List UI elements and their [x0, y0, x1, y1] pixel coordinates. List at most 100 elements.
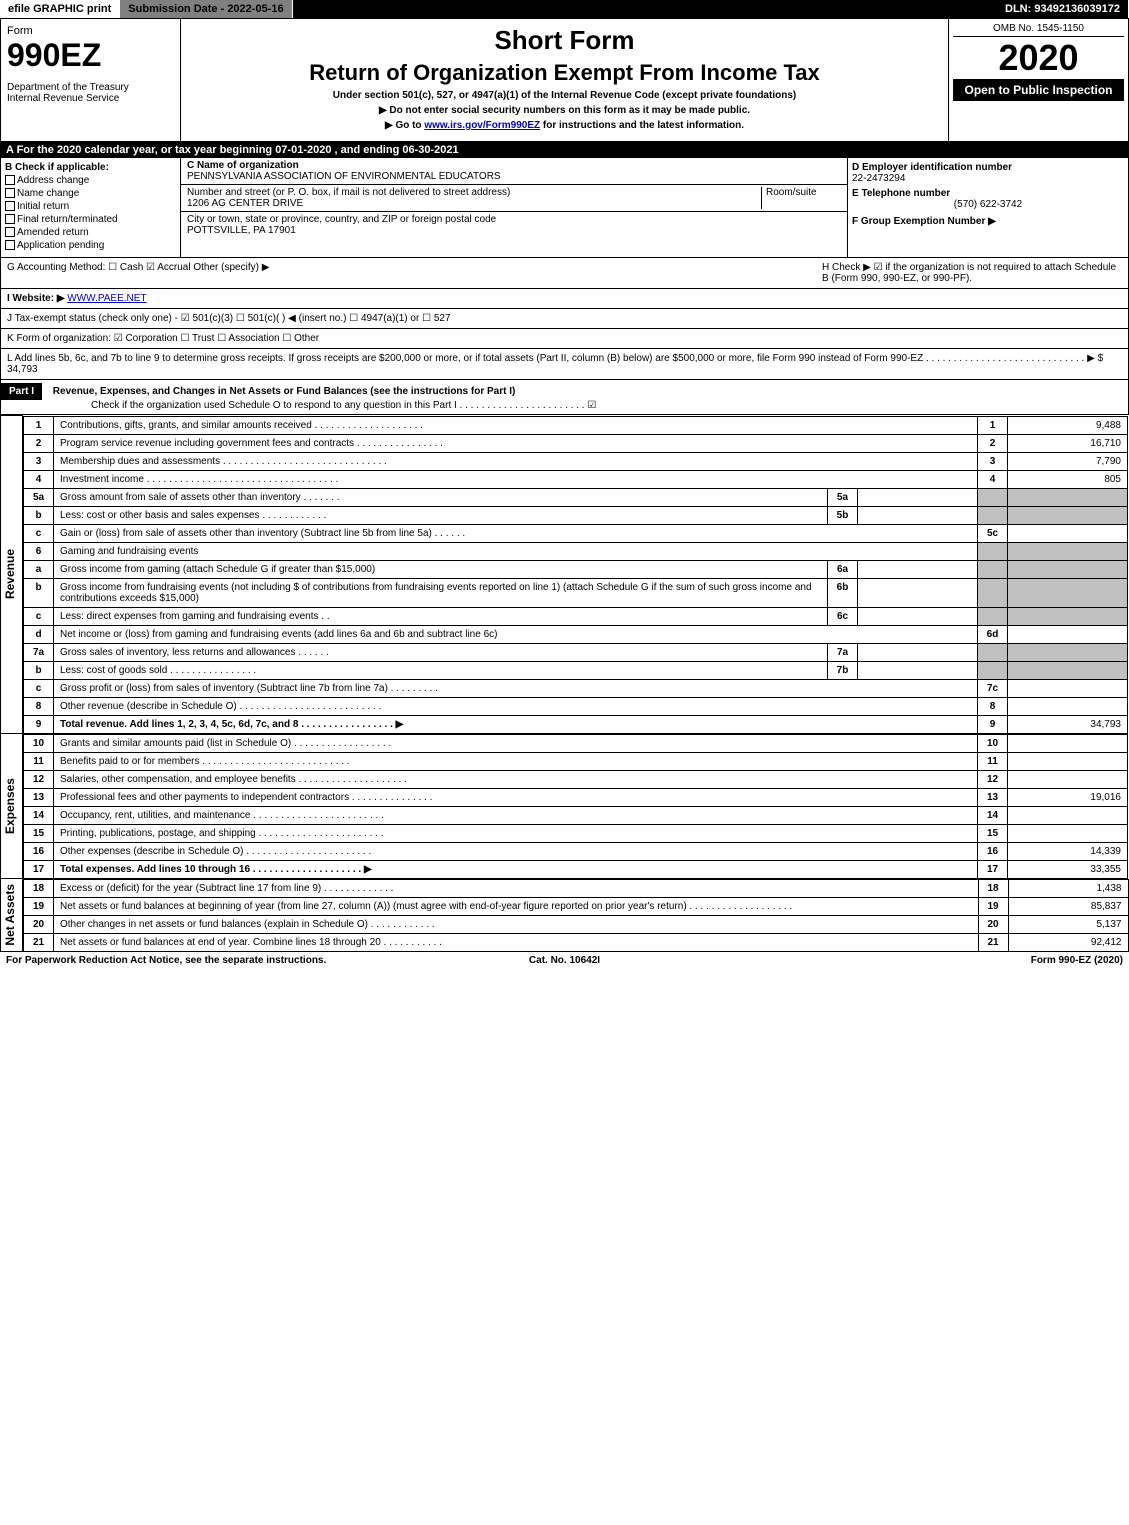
check-label-1: Name change — [17, 188, 79, 199]
header-right: OMB No. 1545-1150 2020 Open to Public In… — [948, 19, 1128, 141]
form-word: Form — [7, 25, 174, 37]
main-table: Revenue 1Contributions, gifts, grants, a… — [0, 415, 1129, 952]
section-k: K Form of organization: ☑ Corporation ☐ … — [0, 329, 1129, 349]
line-17: 17Total expenses. Add lines 10 through 1… — [24, 860, 1128, 878]
section-b-label: B Check if applicable: — [5, 162, 176, 173]
goto-line: ▶ Go to www.irs.gov/Form990EZ for instru… — [187, 120, 942, 131]
room-suite-label: Room/suite — [761, 187, 841, 209]
return-title: Return of Organization Exempt From Incom… — [187, 60, 942, 86]
check-label-3: Final return/terminated — [17, 214, 118, 225]
line-6a: aGross income from gaming (attach Schedu… — [24, 560, 1128, 578]
ein-value: 22-2473294 — [852, 173, 1124, 184]
expenses-side-label: Expenses — [1, 774, 19, 838]
check-application-pending[interactable]: Application pending — [5, 240, 176, 251]
netassets-lines: 18Excess or (deficit) for the year (Subt… — [23, 879, 1129, 952]
revenue-side-label: Revenue — [1, 545, 19, 603]
footer-center: Cat. No. 10642I — [378, 955, 750, 966]
check-address-change[interactable]: Address change — [5, 175, 176, 186]
irs-link[interactable]: www.irs.gov/Form990EZ — [424, 120, 540, 131]
line-15: 15Printing, publications, postage, and s… — [24, 824, 1128, 842]
line-5a: 5aGross amount from sale of assets other… — [24, 488, 1128, 506]
check-label-4: Amended return — [17, 227, 89, 238]
submission-date: Submission Date - 2022-05-16 — [120, 0, 292, 18]
city-value: POTTSVILLE, PA 17901 — [187, 225, 841, 236]
omb-number: OMB No. 1545-1150 — [953, 23, 1124, 37]
do-not-enter-line: ▶ Do not enter social security numbers o… — [187, 105, 942, 116]
dept-label: Department of the Treasury Internal Reve… — [7, 82, 174, 104]
line-19: 19Net assets or fund balances at beginni… — [24, 897, 1129, 915]
line-7c: cGross profit or (loss) from sales of in… — [24, 679, 1128, 697]
check-amended-return[interactable]: Amended return — [5, 227, 176, 238]
header-center: Short Form Return of Organization Exempt… — [181, 19, 948, 141]
section-c: C Name of organization PENNSYLVANIA ASSO… — [181, 158, 848, 257]
open-to-public: Open to Public Inspection — [953, 79, 1124, 101]
netassets-side-label: Net Assets — [1, 880, 19, 950]
website-label: I Website: ▶ — [7, 293, 65, 304]
line-16: 16Other expenses (describe in Schedule O… — [24, 842, 1128, 860]
section-f-label: F Group Exemption Number ▶ — [852, 216, 1124, 227]
line-6d: dNet income or (loss) from gaming and fu… — [24, 625, 1128, 643]
line-4: 4Investment income . . . . . . . . . . .… — [24, 470, 1128, 488]
line-12: 12Salaries, other compensation, and empl… — [24, 770, 1128, 788]
line-10: 10Grants and similar amounts paid (list … — [24, 734, 1128, 752]
line-21: 21Net assets or fund balances at end of … — [24, 933, 1129, 951]
header-left: Form 990EZ Department of the Treasury In… — [1, 19, 181, 141]
check-final-return[interactable]: Final return/terminated — [5, 214, 176, 225]
section-h: H Check ▶ ☑ if the organization is not r… — [822, 262, 1122, 284]
line-8: 8Other revenue (describe in Schedule O) … — [24, 697, 1128, 715]
section-g: G Accounting Method: ☐ Cash ☑ Accrual Ot… — [7, 262, 822, 284]
check-initial-return[interactable]: Initial return — [5, 201, 176, 212]
row-g-h: G Accounting Method: ☐ Cash ☑ Accrual Ot… — [0, 258, 1129, 289]
check-label-0: Address change — [17, 175, 89, 186]
line-20: 20Other changes in net assets or fund ba… — [24, 915, 1129, 933]
city-label: City or town, state or province, country… — [187, 214, 841, 225]
info-grid: B Check if applicable: Address change Na… — [0, 158, 1129, 258]
section-c-label: C Name of organization — [187, 160, 841, 171]
expenses-lines: 10Grants and similar amounts paid (list … — [23, 734, 1128, 879]
section-d-label: D Employer identification number — [852, 162, 1124, 173]
org-name: PENNSYLVANIA ASSOCIATION OF ENVIRONMENTA… — [187, 171, 841, 182]
line-7b: bLess: cost of goods sold . . . . . . . … — [24, 661, 1128, 679]
website-link[interactable]: WWW.PAEE.NET — [67, 293, 146, 304]
footer-left: For Paperwork Reduction Act Notice, see … — [6, 955, 378, 966]
form-header: Form 990EZ Department of the Treasury In… — [0, 18, 1129, 142]
line-13: 13Professional fees and other payments t… — [24, 788, 1128, 806]
line-9: 9Total revenue. Add lines 1, 2, 3, 4, 5c… — [24, 715, 1128, 733]
line-5b: bLess: cost or other basis and sales exp… — [24, 506, 1128, 524]
check-name-change[interactable]: Name change — [5, 188, 176, 199]
check-label-2: Initial return — [17, 201, 69, 212]
footer: For Paperwork Reduction Act Notice, see … — [0, 952, 1129, 969]
check-label-5: Application pending — [17, 240, 104, 251]
short-form-title: Short Form — [187, 25, 942, 56]
section-e-label: E Telephone number — [852, 188, 1124, 199]
street-value: 1206 AG CENTER DRIVE — [187, 198, 761, 209]
line-5c: cGain or (loss) from sale of assets othe… — [24, 524, 1128, 542]
line-6: 6Gaming and fundraising events — [24, 542, 1128, 560]
line-18: 18Excess or (deficit) for the year (Subt… — [24, 879, 1129, 897]
part1-check-note: Check if the organization used Schedule … — [1, 400, 1128, 411]
top-bar: efile GRAPHIC print Submission Date - 20… — [0, 0, 1129, 18]
line-3: 3Membership dues and assessments . . . .… — [24, 452, 1128, 470]
part1-label: Part I — [1, 383, 42, 400]
section-a-taxyear: A For the 2020 calendar year, or tax yea… — [0, 142, 1129, 158]
topbar-spacer — [293, 0, 997, 18]
part1-title: Revenue, Expenses, and Changes in Net As… — [45, 386, 516, 397]
footer-right: Form 990-EZ (2020) — [751, 955, 1123, 966]
under-section: Under section 501(c), 527, or 4947(a)(1)… — [187, 90, 942, 101]
section-l: L Add lines 5b, 6c, and 7b to line 9 to … — [0, 349, 1129, 380]
section-b: B Check if applicable: Address change Na… — [1, 158, 181, 257]
line-1: 1Contributions, gifts, grants, and simil… — [24, 416, 1128, 434]
section-j: J Tax-exempt status (check only one) - ☑… — [0, 309, 1129, 329]
revenue-lines: 1Contributions, gifts, grants, and simil… — [23, 416, 1128, 734]
line-2: 2Program service revenue including gover… — [24, 434, 1128, 452]
telephone-value: (570) 622-3742 — [852, 199, 1124, 210]
form-number: 990EZ — [7, 37, 174, 74]
line-14: 14Occupancy, rent, utilities, and mainte… — [24, 806, 1128, 824]
street-label: Number and street (or P. O. box, if mail… — [187, 187, 761, 198]
efile-label[interactable]: efile GRAPHIC print — [0, 0, 120, 18]
section-i: I Website: ▶ WWW.PAEE.NET — [0, 289, 1129, 309]
section-def: D Employer identification number 22-2473… — [848, 158, 1128, 257]
line-11: 11Benefits paid to or for members . . . … — [24, 752, 1128, 770]
part1-header-row: Part I Revenue, Expenses, and Changes in… — [0, 380, 1129, 415]
line-6b: bGross income from fundraising events (n… — [24, 578, 1128, 607]
